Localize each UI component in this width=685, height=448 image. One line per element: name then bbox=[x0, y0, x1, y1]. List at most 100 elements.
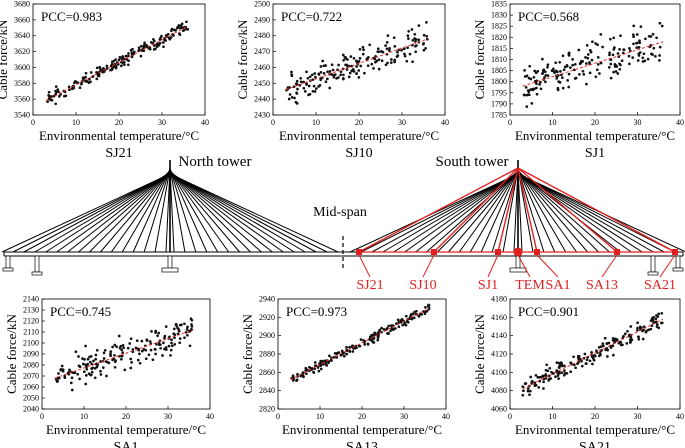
data-point bbox=[56, 379, 60, 383]
stay-cable bbox=[67, 171, 171, 253]
data-point bbox=[654, 55, 657, 58]
data-point bbox=[635, 46, 639, 49]
pier-footing bbox=[31, 271, 43, 276]
y-tick-label: 1815 bbox=[491, 44, 507, 53]
data-point bbox=[528, 389, 532, 393]
monitored-cable bbox=[497, 167, 519, 253]
data-point bbox=[580, 364, 584, 368]
stay-cable bbox=[517, 171, 632, 253]
data-point bbox=[525, 105, 529, 108]
x-tick-label: 0 bbox=[31, 118, 35, 127]
data-point bbox=[89, 80, 92, 84]
monitored-cable bbox=[358, 167, 519, 253]
data-point bbox=[129, 49, 133, 52]
data-point bbox=[359, 64, 363, 68]
data-point bbox=[140, 44, 143, 48]
data-point bbox=[78, 86, 82, 90]
x-tick-label: 0 bbox=[508, 118, 512, 127]
data-point bbox=[121, 62, 125, 65]
data-point bbox=[641, 337, 645, 341]
data-point bbox=[127, 59, 130, 63]
data-point bbox=[387, 324, 390, 328]
data-point bbox=[629, 336, 633, 339]
data-point bbox=[380, 50, 383, 53]
data-point bbox=[557, 366, 561, 370]
stay-cable bbox=[382, 172, 519, 253]
stay-cable bbox=[110, 169, 171, 253]
stay-cable bbox=[143, 168, 171, 253]
data-point bbox=[529, 375, 533, 379]
data-point bbox=[384, 44, 387, 47]
trend-line bbox=[522, 318, 664, 390]
data-point bbox=[618, 48, 621, 51]
data-point bbox=[143, 41, 146, 45]
y-tick-label: 2900 bbox=[259, 331, 275, 340]
data-point bbox=[596, 43, 599, 47]
stay-cable bbox=[517, 167, 523, 253]
data-point bbox=[400, 48, 403, 52]
data-point bbox=[96, 74, 100, 77]
data-point bbox=[308, 92, 312, 96]
data-point bbox=[361, 52, 365, 56]
data-point bbox=[290, 74, 294, 78]
y-tick-label: 1825 bbox=[491, 22, 507, 31]
data-point bbox=[77, 355, 80, 358]
data-point bbox=[84, 80, 88, 83]
data-point bbox=[622, 334, 625, 338]
data-point bbox=[567, 51, 571, 55]
data-point bbox=[413, 32, 417, 36]
data-point bbox=[561, 76, 564, 80]
data-point bbox=[95, 70, 98, 74]
stay-cable bbox=[56, 171, 171, 253]
data-point bbox=[84, 363, 87, 367]
data-point bbox=[632, 42, 635, 46]
data-point bbox=[628, 62, 631, 66]
data-point bbox=[99, 373, 103, 376]
data-point bbox=[182, 28, 186, 32]
data-point bbox=[296, 372, 299, 376]
data-point bbox=[388, 49, 391, 52]
data-point bbox=[652, 46, 656, 50]
data-point bbox=[57, 376, 61, 380]
data-point bbox=[366, 342, 370, 346]
data-point bbox=[110, 60, 114, 64]
data-point bbox=[649, 44, 653, 47]
stay-cable bbox=[169, 170, 262, 253]
data-point bbox=[63, 374, 67, 378]
data-point bbox=[62, 94, 66, 98]
pylon-footing bbox=[509, 267, 527, 273]
data-point bbox=[287, 97, 291, 101]
pcc-label: PCC=0.901 bbox=[518, 304, 579, 319]
stay-cable bbox=[448, 170, 519, 253]
data-point bbox=[345, 68, 349, 71]
data-point bbox=[546, 63, 550, 67]
y-tick-label: 2940 bbox=[259, 295, 275, 304]
data-point bbox=[170, 344, 174, 348]
panel-sj10: 2430 2440 2450 2460 2470 2480 2490 2500 0 10 20 30 4… bbox=[235, 0, 449, 161]
data-point bbox=[121, 344, 125, 347]
data-point bbox=[169, 29, 173, 33]
chart-title: SJ10 bbox=[345, 146, 372, 161]
data-point bbox=[655, 314, 658, 317]
data-point bbox=[314, 75, 317, 79]
data-point bbox=[403, 52, 406, 56]
y-tick-label: 3620 bbox=[14, 47, 30, 56]
data-point bbox=[99, 369, 102, 373]
data-point bbox=[560, 371, 564, 375]
data-point bbox=[151, 41, 154, 45]
sensor-marker-sa21 bbox=[672, 249, 678, 255]
data-point bbox=[317, 369, 321, 373]
data-point bbox=[638, 39, 641, 43]
x-tick-label: 10 bbox=[316, 412, 324, 421]
data-point bbox=[554, 375, 557, 379]
data-point bbox=[627, 54, 631, 58]
data-point bbox=[313, 361, 317, 364]
x-tick-label: 20 bbox=[355, 118, 363, 127]
data-point bbox=[384, 63, 388, 67]
data-point bbox=[138, 361, 142, 365]
data-point bbox=[530, 379, 534, 383]
data-point bbox=[651, 32, 655, 36]
data-point bbox=[114, 58, 117, 61]
data-point bbox=[622, 48, 625, 51]
data-point bbox=[380, 326, 383, 330]
